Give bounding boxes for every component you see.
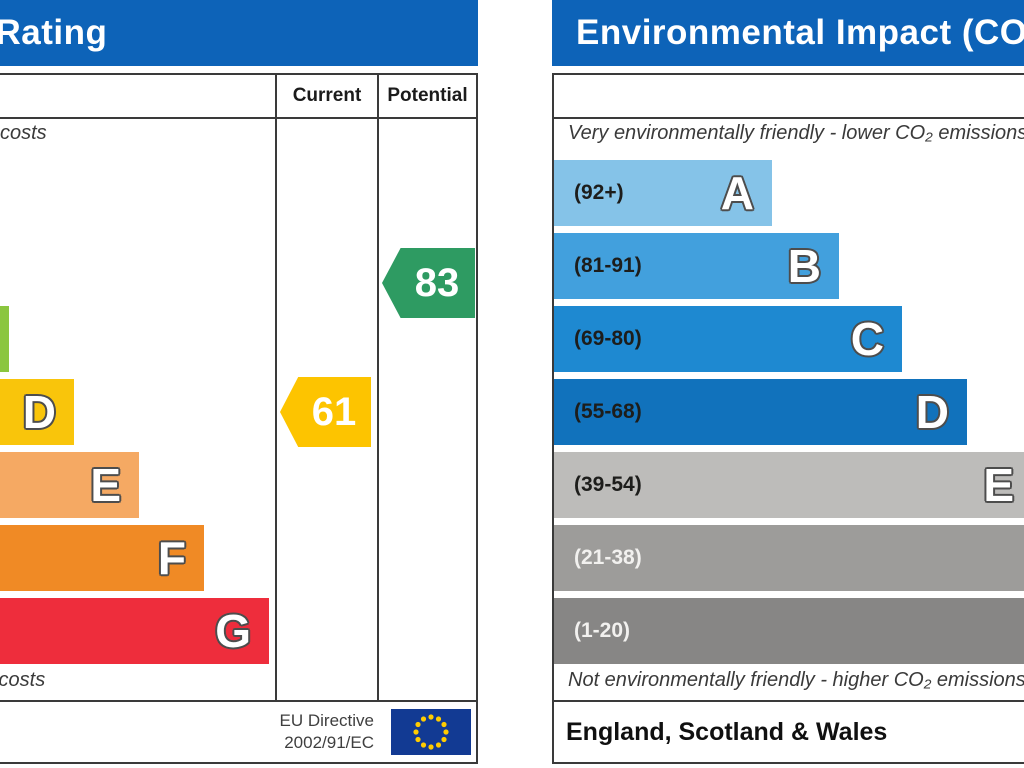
environmental-chart-footer: England, Scotland & Wales xyxy=(554,702,1024,762)
band-range: (1-20) xyxy=(574,619,631,642)
band-letter: D xyxy=(915,386,949,438)
band-letter: G xyxy=(215,605,251,657)
energy-chart-footer: England, Scotland & Wales EU Directive 2… xyxy=(0,702,476,762)
band-letter: E xyxy=(983,459,1014,511)
eu-directive-label: EU Directive 2002/91/EC xyxy=(280,710,374,754)
band-letter: F xyxy=(157,532,186,584)
column-divider xyxy=(377,75,379,702)
band-letter: C xyxy=(0,316,9,362)
band-range: (69-80) xyxy=(574,327,642,350)
band-range: (81-91) xyxy=(574,254,642,277)
footer-divider xyxy=(0,700,476,702)
eu-directive-block: EU Directive 2002/91/EC xyxy=(280,702,471,762)
energy-chart-table: Current Potential Very energy efficient … xyxy=(0,73,478,764)
potential-rating-value: 83 xyxy=(414,260,460,305)
current-column-header: Current xyxy=(292,85,362,106)
band-row-c: (69-80) C xyxy=(554,306,902,372)
band-letter: D xyxy=(22,386,56,438)
band-range: (39-54) xyxy=(574,473,642,496)
band-row-e: (39-54) E xyxy=(0,452,139,518)
current-rating-value: 61 xyxy=(311,389,357,434)
top-note: Very energy efficient - lower running co… xyxy=(0,122,47,144)
environmental-impact-chart: Environmental Impact (CO₂) Rating Very e… xyxy=(552,0,1024,766)
band-row-f: (21-38) F xyxy=(0,525,204,591)
eu-directive-line1: EU Directive xyxy=(279,710,374,730)
region-label: England, Scotland & Wales xyxy=(566,717,888,746)
band-row-a: (92+) A xyxy=(554,160,772,226)
bottom-note: Not environmentally friendly - higher CO… xyxy=(568,669,1024,691)
environmental-chart-title-bar: Environmental Impact (CO₂) Rating xyxy=(552,0,1024,66)
eu-directive-line2: 2002/91/EC xyxy=(284,733,374,752)
band-letter: B xyxy=(787,240,821,292)
environmental-chart-title: Environmental Impact (CO₂) Rating xyxy=(576,13,1024,52)
band-row-e: (39-54) E xyxy=(554,452,1024,518)
band-row-c: (69-80) C xyxy=(0,306,9,372)
current-rating-arrow: 61 xyxy=(280,377,371,447)
band-row-g: (1-20) G xyxy=(0,598,269,664)
energy-efficiency-chart: Energy Efficiency Rating Current Potenti… xyxy=(0,0,478,766)
energy-chart-title-bar: Energy Efficiency Rating xyxy=(0,0,478,66)
band-range: (92+) xyxy=(574,181,624,204)
potential-rating-arrow: 83 xyxy=(382,248,475,318)
bottom-note: Not energy efficient - higher running co… xyxy=(0,669,46,691)
energy-chart-title: Energy Efficiency Rating xyxy=(0,13,108,52)
band-row-g: (1-20) G xyxy=(554,598,1024,664)
eu-flag-icon xyxy=(391,709,471,755)
header-divider xyxy=(0,117,476,119)
band-letter: A xyxy=(720,167,754,219)
environmental-chart-table: Very environmentally friendly - lower CO… xyxy=(552,73,1024,764)
band-letter: E xyxy=(90,459,121,511)
band-row-b: (81-91) B xyxy=(554,233,839,299)
band-range: (21-38) xyxy=(574,546,642,569)
band-letter: C xyxy=(850,313,884,365)
band-row-d: (55-68) D xyxy=(0,379,74,445)
top-note: Very environmentally friendly - lower CO… xyxy=(568,122,1024,144)
potential-column-header: Potential xyxy=(387,85,468,106)
header-divider xyxy=(554,117,1024,119)
band-row-d: (55-68) D xyxy=(554,379,967,445)
column-divider xyxy=(275,75,277,702)
footer-divider xyxy=(554,700,1024,702)
band-range: (55-68) xyxy=(574,400,642,423)
band-row-f: (21-38) F xyxy=(554,525,1024,591)
